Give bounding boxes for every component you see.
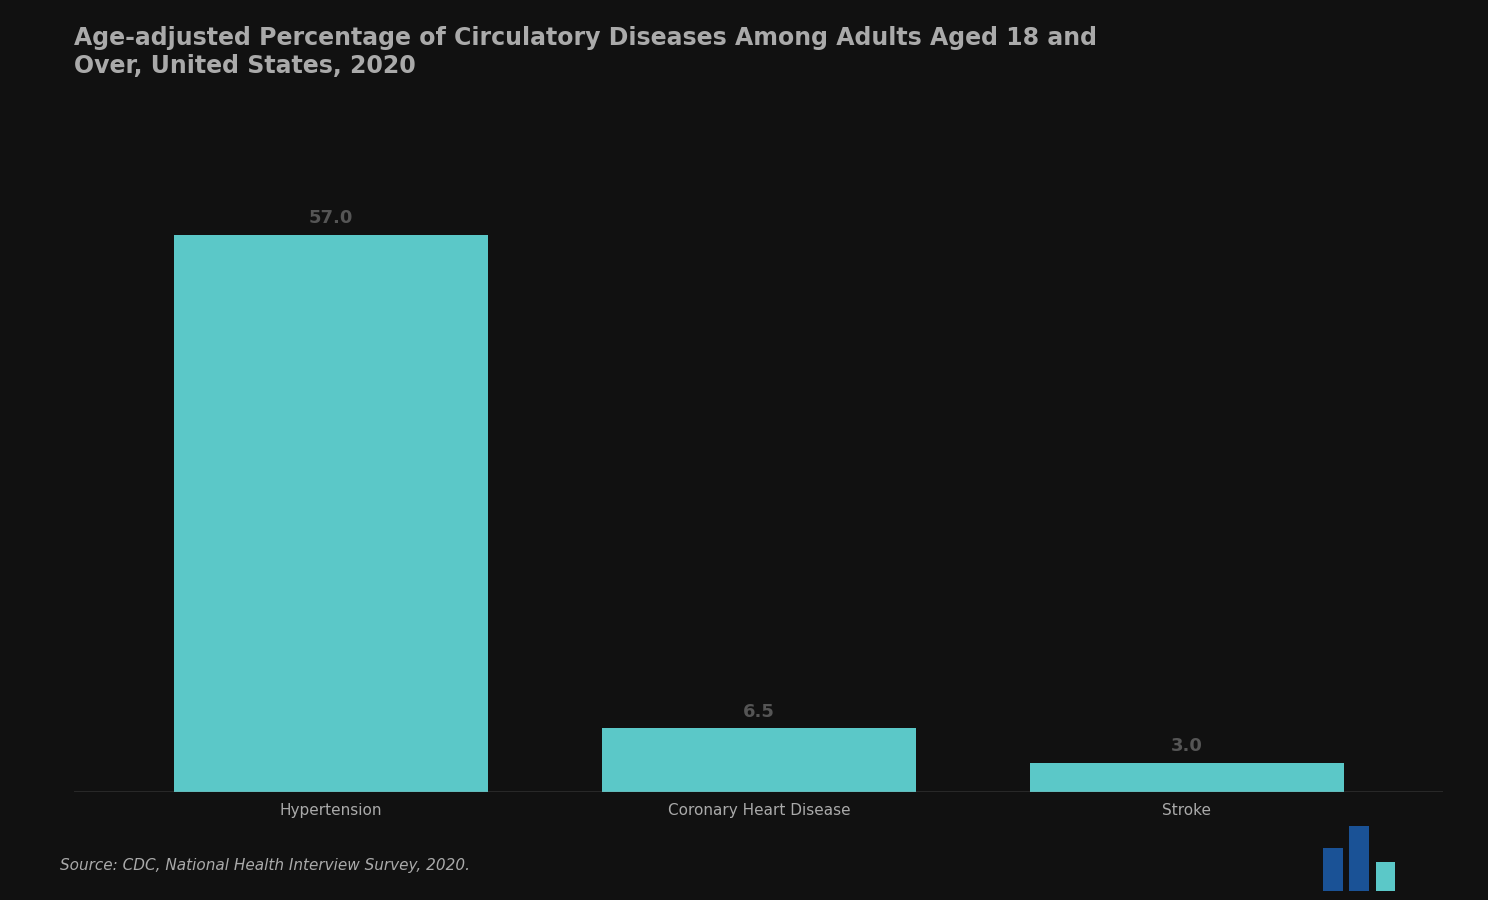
Text: 6.5: 6.5 [743,703,775,721]
FancyBboxPatch shape [1350,826,1369,891]
Text: Source: CDC, National Health Interview Survey, 2020.: Source: CDC, National Health Interview S… [60,858,470,873]
Bar [174,235,488,792]
FancyBboxPatch shape [1375,862,1396,891]
Bar [603,728,915,792]
FancyBboxPatch shape [1323,848,1342,891]
Bar [1030,762,1344,792]
Text: Age-adjusted Percentage of Circulatory Diseases Among Adults Aged 18 and
Over, U: Age-adjusted Percentage of Circulatory D… [74,26,1098,78]
Text: 3.0: 3.0 [1171,737,1202,755]
Text: 57.0: 57.0 [310,209,353,227]
